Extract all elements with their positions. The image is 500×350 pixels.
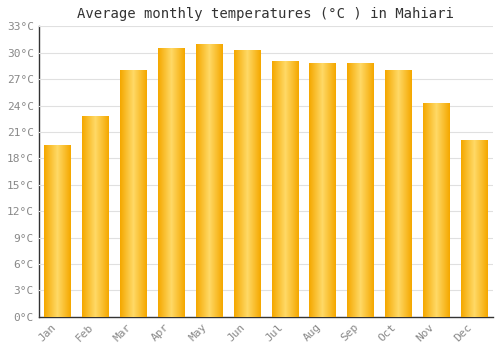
Title: Average monthly temperatures (°C ) in Mahiari: Average monthly temperatures (°C ) in Ma… [78,7,454,21]
